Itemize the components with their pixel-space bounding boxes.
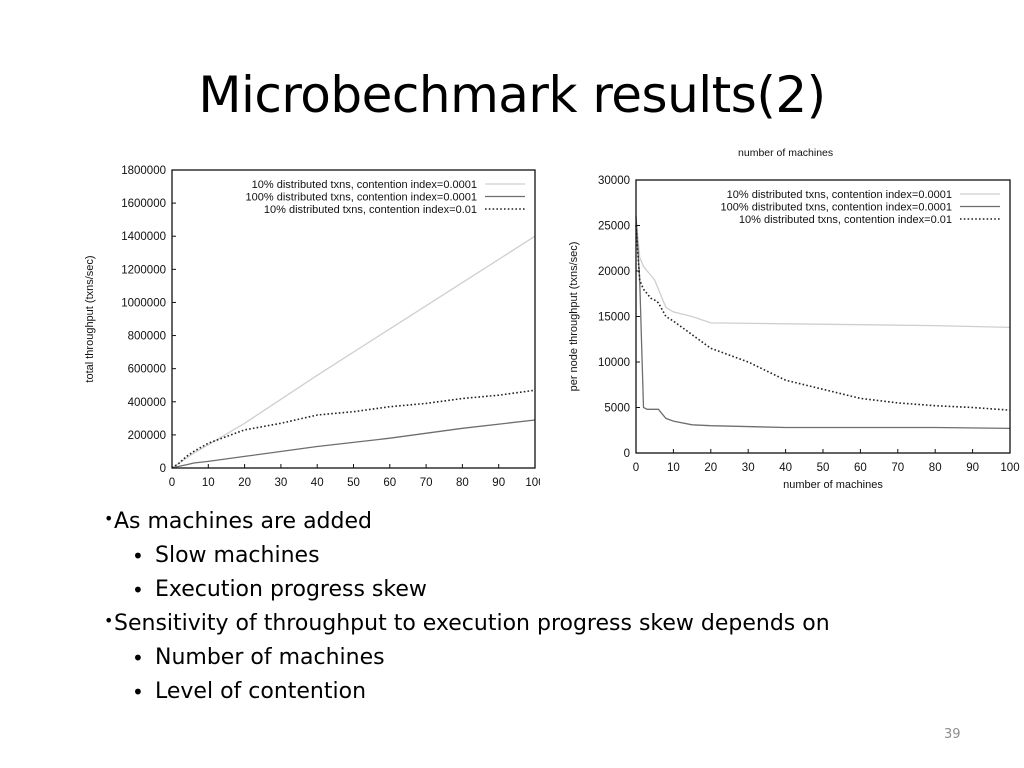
- sub-bullet-item: Number of machines: [104, 641, 830, 675]
- x-tick-label: 70: [891, 462, 904, 474]
- x-tick-label: 80: [929, 462, 942, 474]
- series-line-2: [635, 216, 1011, 430]
- x-tick-label: 20: [238, 477, 251, 489]
- x-tick-label: 50: [817, 462, 830, 474]
- x-tick-label: 0: [169, 477, 175, 489]
- y-tick-label: 10000: [598, 357, 630, 369]
- slide-number: 39: [944, 727, 961, 742]
- y-tick-label: 1600000: [121, 198, 166, 210]
- x-tick-label: 80: [456, 477, 469, 489]
- y-tick-label: 15000: [598, 312, 630, 324]
- bullet-list: As machines are added Slow machines Exec…: [104, 502, 830, 709]
- series-line-2: [171, 419, 536, 469]
- legend-label: 100% distributed txns, contention index=…: [721, 202, 952, 214]
- y-tick-label: 20000: [598, 266, 630, 278]
- x-tick-label: 70: [420, 477, 433, 489]
- y-tick-label: 0: [160, 463, 166, 475]
- sub-bullet-item: Level of contention: [104, 675, 830, 709]
- y-tick-label: 600000: [128, 364, 166, 376]
- x-tick-label: 10: [667, 462, 680, 474]
- x-tick-label: 90: [966, 462, 979, 474]
- x-tick-label: 60: [854, 462, 867, 474]
- legend-label: 10% distributed txns, contention index=0…: [264, 204, 477, 216]
- legend-label: 10% distributed txns, contention index=0…: [739, 214, 952, 226]
- y-tick-label: 1000000: [121, 297, 166, 309]
- x-tick-label: 10: [202, 477, 215, 489]
- legend-label: 10% distributed txns, contention index=0…: [252, 179, 477, 191]
- y-axis-label: per node throughput (txns/sec): [568, 242, 580, 392]
- bullet-item: Sensitivity of throughput to execution p…: [104, 604, 830, 641]
- y-tick-label: 800000: [128, 331, 166, 343]
- sub-bullet-item: Execution progress skew: [104, 573, 830, 607]
- x-tick-label: 30: [742, 462, 755, 474]
- y-tick-label: 25000: [598, 221, 630, 233]
- y-tick-label: 200000: [128, 430, 166, 442]
- chart-total-throughput: 0 200000 400000 600000 800000 1000000 1200000 1…: [84, 165, 540, 489]
- x-tick-label: 40: [779, 462, 792, 474]
- chart-per-node-throughput: number of machines 0 5000 10000 15000 20000 25…: [568, 147, 1020, 491]
- x-tick-label: 20: [704, 462, 717, 474]
- legend-label: 100% distributed txns, contention index=…: [246, 192, 477, 204]
- y-tick-label: 5000: [604, 403, 630, 415]
- x-tick-label: 40: [311, 477, 324, 489]
- x-tick-label: 90: [492, 477, 505, 489]
- series-line-3: [171, 389, 536, 469]
- series-line-3: [635, 225, 1011, 411]
- y-tick-label: 1200000: [121, 264, 166, 276]
- sub-bullet-item: Slow machines: [104, 539, 830, 573]
- y-tick-label: 1400000: [121, 231, 166, 243]
- x-tick-label: 60: [383, 477, 396, 489]
- x-axis-label: number of machines: [783, 479, 883, 491]
- x-tick-label: 100: [1000, 462, 1019, 474]
- x-tick-label: 30: [275, 477, 288, 489]
- x-tick-label: 50: [347, 477, 360, 489]
- x-tick-label: 0: [633, 462, 639, 474]
- x-tick-label: 100: [525, 477, 540, 489]
- series-line-1: [171, 235, 536, 469]
- y-axis-label: total throughput (txns/sec): [84, 255, 96, 382]
- y-tick-label: 30000: [598, 175, 630, 187]
- y-tick-label: 1800000: [121, 165, 166, 177]
- legend-label: 10% distributed txns, contention index=0…: [727, 189, 952, 201]
- y-tick-label: 0: [624, 448, 630, 460]
- chart-title: number of machines: [738, 147, 833, 159]
- series-line-1: [635, 216, 1011, 329]
- y-tick-label: 400000: [128, 397, 166, 409]
- bullet-item: As machines are added: [104, 502, 830, 539]
- slide-title: Microbechmark results(2): [198, 66, 826, 124]
